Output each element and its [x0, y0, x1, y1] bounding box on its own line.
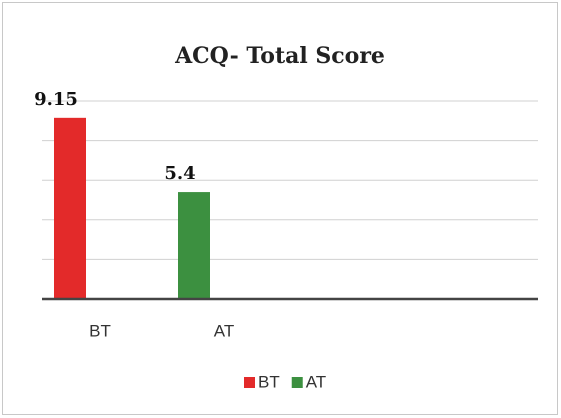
chart-frame [2, 2, 558, 415]
x-tick-label: BT [89, 321, 111, 340]
legend-swatch [244, 377, 255, 388]
legend-swatch [291, 377, 303, 388]
x-tick-label: AT [214, 321, 234, 340]
bar [178, 192, 210, 299]
bar [54, 117, 86, 299]
data-label: 5.4 [164, 163, 195, 184]
legend-label: AT [306, 372, 326, 391]
legend-label: BT [258, 372, 280, 391]
chart-title: ACQ- Total Score [174, 43, 385, 69]
data-label: 9.15 [34, 89, 78, 110]
